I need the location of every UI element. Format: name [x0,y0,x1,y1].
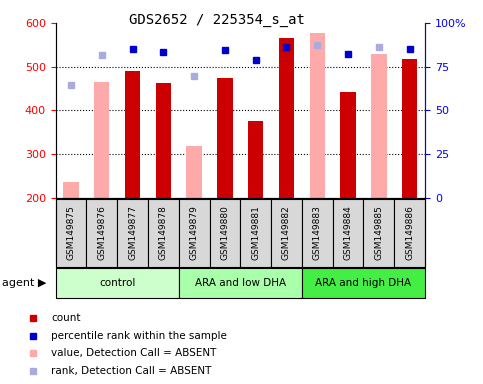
Bar [394,199,425,267]
Text: count: count [51,313,81,323]
Text: percentile rank within the sample: percentile rank within the sample [51,331,227,341]
Bar [333,199,364,267]
Bar [341,93,356,198]
Bar [63,182,79,198]
Text: GSM149880: GSM149880 [220,205,229,260]
Bar [94,83,110,198]
Text: value, Detection Call = ABSENT: value, Detection Call = ABSENT [51,348,216,358]
Bar [186,146,202,198]
Text: agent ▶: agent ▶ [2,278,47,288]
Text: GSM149886: GSM149886 [405,205,414,260]
Text: GSM149882: GSM149882 [282,205,291,260]
Text: ARA and high DHA: ARA and high DHA [315,278,412,288]
Text: GSM149884: GSM149884 [343,205,353,260]
Bar [156,83,171,198]
Bar [402,59,417,198]
Bar [56,199,86,267]
Text: GSM149883: GSM149883 [313,205,322,260]
Text: control: control [99,278,135,288]
Bar [364,199,394,267]
Bar [302,199,333,267]
Text: GSM149877: GSM149877 [128,205,137,260]
Text: GSM149875: GSM149875 [67,205,75,260]
Bar [371,54,386,198]
Bar [302,268,425,298]
Bar [86,199,117,267]
Text: ARA and low DHA: ARA and low DHA [195,278,286,288]
Bar [117,199,148,267]
Bar [279,38,294,198]
Text: GDS2652 / 225354_s_at: GDS2652 / 225354_s_at [129,13,305,27]
Text: GSM149879: GSM149879 [190,205,199,260]
Bar [148,199,179,267]
Bar [217,78,233,198]
Bar [179,268,302,298]
Text: GSM149876: GSM149876 [97,205,106,260]
Text: rank, Detection Call = ABSENT: rank, Detection Call = ABSENT [51,366,212,376]
Bar [271,199,302,267]
Bar [125,71,140,198]
Bar [310,33,325,198]
Bar [56,268,179,298]
Bar [248,121,263,198]
Text: GSM149885: GSM149885 [374,205,384,260]
Text: GSM149878: GSM149878 [159,205,168,260]
Text: GSM149881: GSM149881 [251,205,260,260]
Bar [179,199,210,267]
Bar [240,199,271,267]
Bar [210,199,240,267]
